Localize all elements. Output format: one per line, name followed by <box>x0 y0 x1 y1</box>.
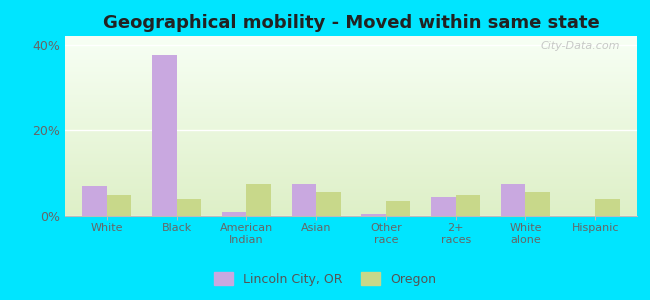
Bar <box>501 184 525 216</box>
Legend: Lincoln City, OR, Oregon: Lincoln City, OR, Oregon <box>209 267 441 291</box>
Bar <box>361 214 386 216</box>
Bar <box>107 195 131 216</box>
Bar <box>431 197 456 216</box>
Bar <box>83 186 107 216</box>
Bar <box>525 192 550 216</box>
Bar <box>316 192 341 216</box>
Bar <box>595 199 619 216</box>
Bar <box>152 55 177 216</box>
Bar <box>246 184 271 216</box>
Title: Geographical mobility - Moved within same state: Geographical mobility - Moved within sam… <box>103 14 599 32</box>
Bar <box>177 199 201 216</box>
Bar <box>292 184 316 216</box>
Bar <box>222 212 246 216</box>
Bar <box>386 201 410 216</box>
Bar <box>456 195 480 216</box>
Text: City-Data.com: City-Data.com <box>540 41 620 51</box>
